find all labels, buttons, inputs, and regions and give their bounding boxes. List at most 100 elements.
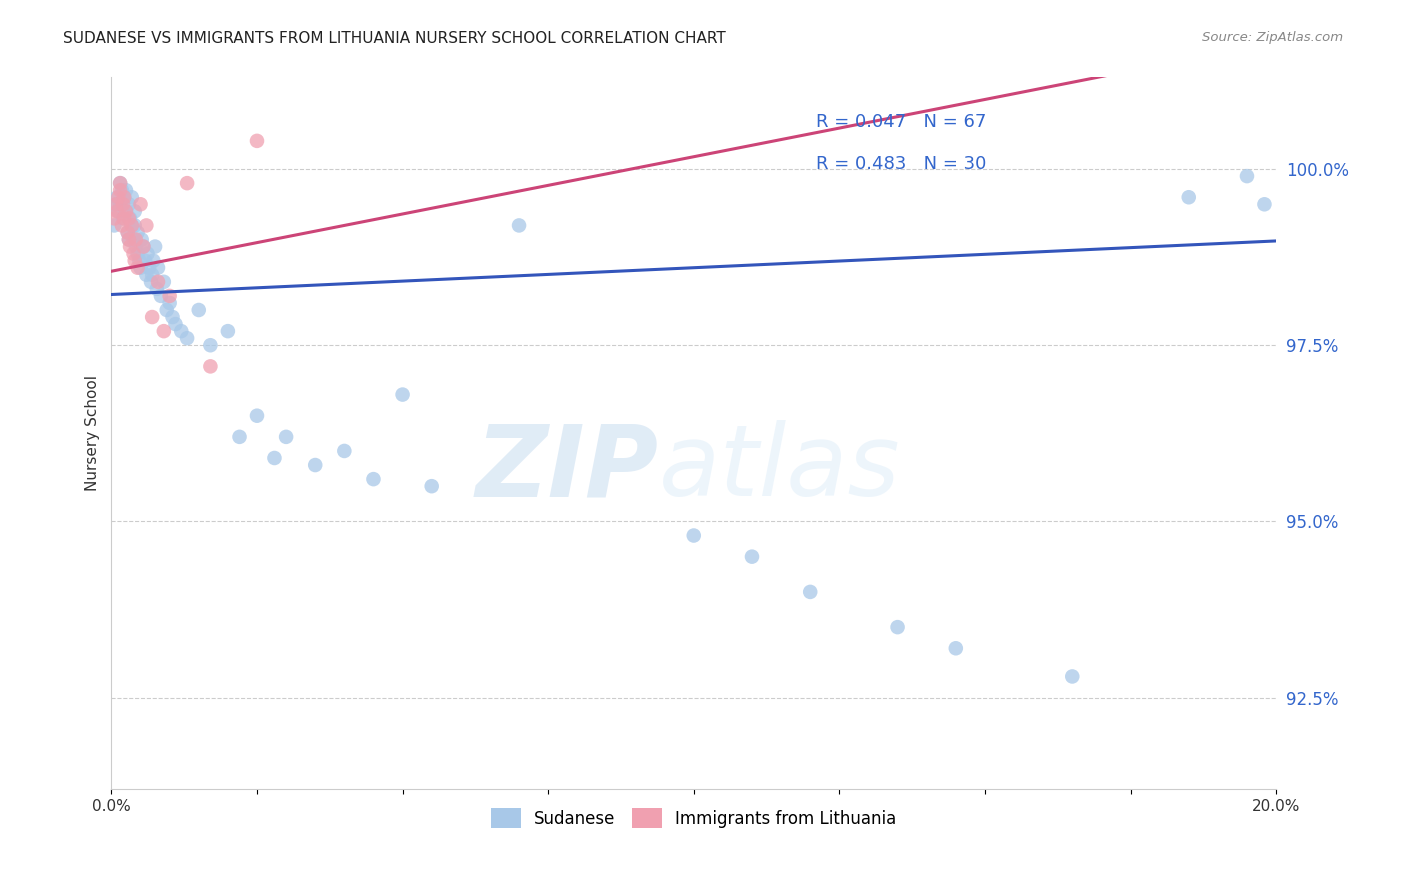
- Text: SUDANESE VS IMMIGRANTS FROM LITHUANIA NURSERY SCHOOL CORRELATION CHART: SUDANESE VS IMMIGRANTS FROM LITHUANIA NU…: [63, 31, 725, 46]
- Text: ZIP: ZIP: [475, 420, 659, 517]
- Text: R = 0.047   N = 67: R = 0.047 N = 67: [815, 112, 987, 130]
- Point: [141, 310, 163, 324]
- Point: [142, 253, 165, 268]
- Point: [304, 458, 326, 472]
- Point: [146, 275, 169, 289]
- Point: [149, 289, 172, 303]
- Point: [118, 233, 141, 247]
- Point: [886, 620, 908, 634]
- Point: [156, 303, 179, 318]
- Point: [111, 219, 134, 233]
- Point: [108, 176, 131, 190]
- Point: [200, 359, 222, 374]
- Point: [146, 260, 169, 275]
- Point: [122, 233, 145, 247]
- Point: [170, 324, 193, 338]
- Point: [741, 549, 763, 564]
- Point: [128, 253, 150, 268]
- Point: [1236, 169, 1258, 183]
- Point: [112, 211, 135, 226]
- Point: [246, 409, 269, 423]
- Point: [134, 253, 156, 268]
- Point: [187, 303, 209, 318]
- Point: [153, 324, 176, 338]
- Legend: Sudanese, Immigrants from Lithuania: Sudanese, Immigrants from Lithuania: [484, 802, 904, 834]
- Point: [124, 219, 146, 233]
- Point: [165, 317, 187, 331]
- Point: [115, 183, 138, 197]
- Point: [1253, 197, 1275, 211]
- Text: R = 0.483   N = 30: R = 0.483 N = 30: [815, 155, 987, 173]
- Point: [333, 444, 356, 458]
- Point: [141, 268, 163, 282]
- Point: [246, 134, 269, 148]
- Point: [103, 211, 125, 226]
- Point: [159, 289, 181, 303]
- Point: [112, 211, 135, 226]
- Point: [118, 211, 141, 226]
- Point: [176, 176, 198, 190]
- Point: [118, 211, 141, 226]
- Point: [121, 219, 143, 233]
- Point: [127, 246, 149, 260]
- Point: [139, 275, 162, 289]
- Point: [159, 296, 181, 310]
- Text: atlas: atlas: [659, 420, 900, 517]
- Point: [107, 190, 129, 204]
- Point: [263, 450, 285, 465]
- Y-axis label: Nursery School: Nursery School: [86, 376, 100, 491]
- Point: [162, 310, 184, 324]
- Point: [107, 204, 129, 219]
- Point: [135, 219, 157, 233]
- Point: [945, 641, 967, 656]
- Point: [176, 331, 198, 345]
- Point: [143, 239, 166, 253]
- Point: [132, 239, 155, 253]
- Point: [200, 338, 222, 352]
- Point: [228, 430, 250, 444]
- Point: [108, 183, 131, 197]
- Point: [108, 176, 131, 190]
- Point: [125, 239, 148, 253]
- Point: [127, 260, 149, 275]
- Point: [117, 226, 139, 240]
- Text: Source: ZipAtlas.com: Source: ZipAtlas.com: [1202, 31, 1343, 45]
- Point: [118, 239, 141, 253]
- Point: [274, 430, 297, 444]
- Point: [121, 219, 143, 233]
- Point: [131, 233, 153, 247]
- Point: [135, 268, 157, 282]
- Point: [105, 197, 128, 211]
- Point: [363, 472, 385, 486]
- Point: [105, 197, 128, 211]
- Point: [117, 226, 139, 240]
- Point: [153, 275, 176, 289]
- Point: [122, 246, 145, 260]
- Point: [129, 197, 152, 211]
- Point: [112, 190, 135, 204]
- Point: [136, 246, 159, 260]
- Point: [118, 233, 141, 247]
- Point: [799, 585, 821, 599]
- Point: [124, 253, 146, 268]
- Point: [1177, 190, 1199, 204]
- Point: [127, 226, 149, 240]
- Point: [105, 190, 128, 204]
- Point: [108, 197, 131, 211]
- Point: [105, 204, 128, 219]
- Point: [115, 204, 138, 219]
- Point: [391, 387, 413, 401]
- Point: [112, 190, 135, 204]
- Point: [118, 197, 141, 211]
- Point: [138, 260, 160, 275]
- Point: [129, 260, 152, 275]
- Point: [121, 190, 143, 204]
- Point: [1062, 669, 1084, 683]
- Point: [217, 324, 239, 338]
- Point: [132, 239, 155, 253]
- Point: [125, 233, 148, 247]
- Point: [682, 528, 704, 542]
- Point: [103, 219, 125, 233]
- Point: [508, 219, 530, 233]
- Point: [146, 282, 169, 296]
